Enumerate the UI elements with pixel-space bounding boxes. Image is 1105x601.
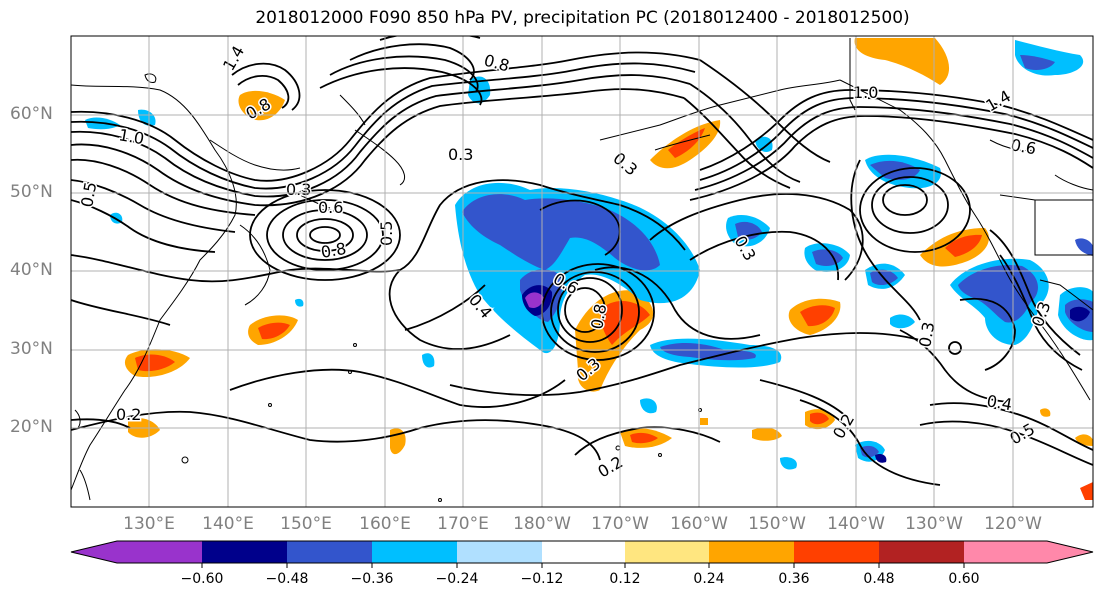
colorbar-tick-marks bbox=[201, 563, 965, 568]
lat-label: 50°N bbox=[10, 182, 53, 202]
colorbar-extend-max bbox=[1047, 541, 1093, 563]
lat-label: 40°N bbox=[10, 260, 53, 280]
colorbar-segment bbox=[879, 541, 964, 563]
contour-label: 0.2 bbox=[116, 405, 141, 424]
map-content: 1.4 0.8 1.0 0.8 0.5 0.3 0.6 0.8 0.5 0.3 … bbox=[71, 36, 1093, 507]
lon-label: 130°E bbox=[123, 514, 175, 534]
lon-label: 140°E bbox=[202, 514, 254, 534]
contour-label: 0.3 bbox=[448, 145, 473, 164]
contour-label: 0.5 bbox=[77, 180, 100, 208]
lon-label: 150°E bbox=[280, 514, 332, 534]
colorbar-segment bbox=[625, 541, 709, 563]
figure-title: 2018012000 F090 850 hPa PV, precipitatio… bbox=[255, 8, 910, 28]
colorbar-tick-label: 0.36 bbox=[778, 571, 810, 587]
colorbar-segment bbox=[117, 541, 202, 563]
colorbar-segment bbox=[709, 541, 794, 563]
colorbar-segment bbox=[542, 541, 625, 563]
map-frame bbox=[70, 35, 1094, 508]
contour-label: 0.5 bbox=[377, 221, 396, 246]
contour-label: 0.6 bbox=[318, 198, 343, 217]
colorbar-extend-min bbox=[71, 541, 117, 563]
contour-label: 0.8 bbox=[587, 302, 610, 330]
colorbar-segment bbox=[372, 541, 457, 563]
colorbar-outline bbox=[70, 540, 1094, 564]
colorbar-tick-label: −0.12 bbox=[520, 571, 564, 587]
lon-label: 140°W bbox=[827, 514, 885, 534]
precip-positive-shading bbox=[124, 38, 1093, 500]
colorbar-tick-label: −0.48 bbox=[265, 571, 309, 587]
colorbar bbox=[70, 540, 1094, 568]
coastlines bbox=[71, 38, 1093, 501]
pv-contours bbox=[71, 36, 1093, 486]
lat-label: 60°N bbox=[10, 104, 53, 124]
contour-label: 1.0 bbox=[853, 83, 878, 102]
lon-label: 180°W bbox=[513, 514, 571, 534]
gridlines bbox=[71, 36, 1093, 507]
lon-label: 120°W bbox=[984, 514, 1042, 534]
contour-label: 0.3 bbox=[286, 180, 311, 199]
colorbar-tick-label: 0.24 bbox=[693, 571, 725, 587]
colorbar-segment bbox=[794, 541, 879, 563]
colorbar-tick-label: −0.60 bbox=[180, 571, 224, 587]
lon-label: 170°W bbox=[591, 514, 649, 534]
colorbar-tick-label: −0.24 bbox=[435, 571, 479, 587]
colorbar-segment bbox=[457, 541, 542, 563]
colorbar-tick-label: 0.60 bbox=[948, 571, 980, 587]
colorbar-segment bbox=[964, 541, 1047, 563]
lat-label: 30°N bbox=[10, 339, 53, 359]
colorbar-tick-label: 0.48 bbox=[863, 571, 895, 587]
colorbar-segment bbox=[287, 541, 372, 563]
colorbar-segment bbox=[202, 541, 287, 563]
lat-label: 20°N bbox=[10, 417, 53, 437]
lon-label: 150°W bbox=[748, 514, 806, 534]
colorbar-tick-label: −0.36 bbox=[350, 571, 394, 587]
lon-label: 130°W bbox=[905, 514, 963, 534]
lon-label: 160°E bbox=[359, 514, 411, 534]
colorbar-tick-label: 0.12 bbox=[609, 571, 641, 587]
lon-label: 160°W bbox=[670, 514, 728, 534]
contour-label: 0.3 bbox=[915, 320, 938, 348]
islands bbox=[181, 343, 702, 502]
lon-label: 170°E bbox=[437, 514, 489, 534]
